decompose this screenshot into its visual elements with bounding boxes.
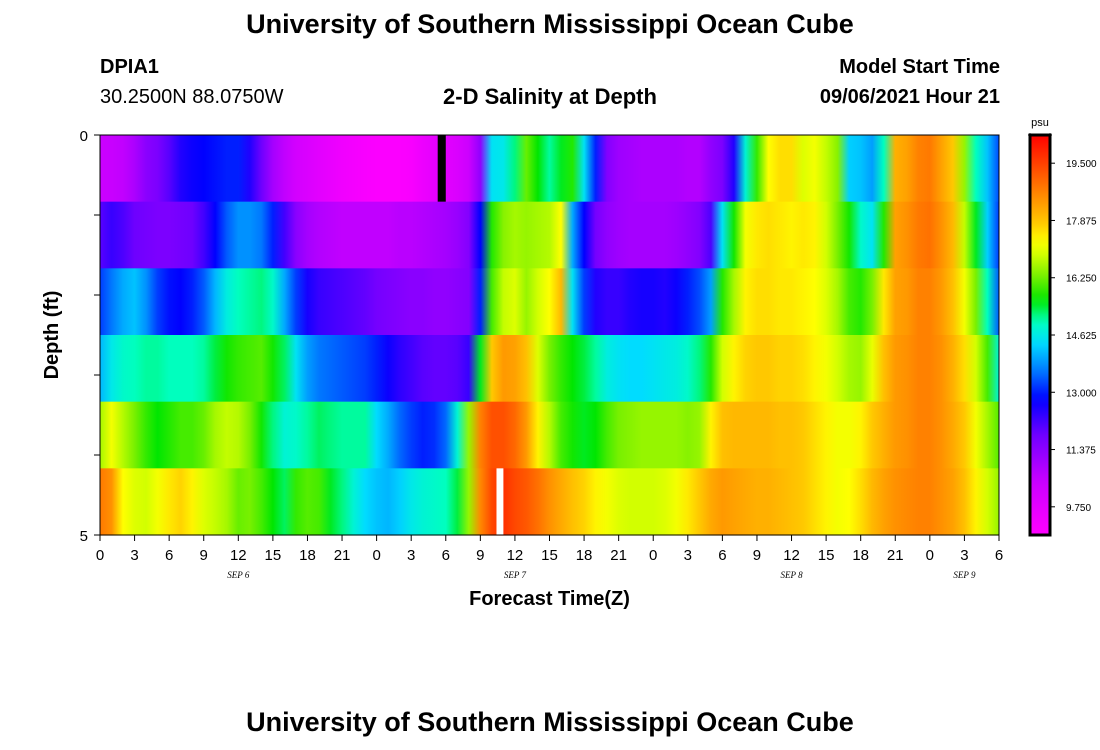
x-tick-label: 15 bbox=[818, 547, 835, 564]
x-tick-label: 12 bbox=[230, 547, 247, 564]
heatmap-row-1 bbox=[100, 201, 999, 269]
x-tick-label: 12 bbox=[783, 547, 800, 564]
page-title: University of Southern Mississippi Ocean… bbox=[246, 9, 854, 39]
colorbar bbox=[1028, 133, 1052, 537]
model-start-value: 09/06/2021 Hour 21 bbox=[819, 86, 1000, 108]
footer-title: University of Southern Mississippi Ocean… bbox=[246, 707, 854, 737]
x-tick-label: 9 bbox=[200, 547, 208, 564]
x-tick-label: 21 bbox=[610, 547, 627, 564]
heatmap-row-4 bbox=[100, 401, 999, 469]
x-axis-title: Forecast Time(Z) bbox=[469, 588, 630, 610]
y-tick-label: 5 bbox=[80, 528, 88, 545]
x-tick-label: 3 bbox=[407, 547, 415, 564]
chart-subtitle: 2-D Salinity at Depth bbox=[443, 84, 657, 109]
x-tick-label: 9 bbox=[753, 547, 761, 564]
colorbar-tick-label: 16.250 bbox=[1066, 274, 1097, 285]
x-tick-label: 21 bbox=[887, 547, 904, 564]
heatmap-row-2 bbox=[100, 268, 999, 336]
x-tick-label: 18 bbox=[852, 547, 869, 564]
x-tick-label: 6 bbox=[442, 547, 450, 564]
x-tick-label: 15 bbox=[265, 547, 282, 564]
y-tick-label: 0 bbox=[80, 128, 88, 145]
missing-data-marker-1 bbox=[496, 468, 504, 535]
date-label: SEP 7 bbox=[504, 570, 527, 580]
x-tick-label: 0 bbox=[649, 547, 657, 564]
x-tick-label: 3 bbox=[130, 547, 138, 564]
x-tick-label: 0 bbox=[372, 547, 380, 564]
colorbar-tick-label: 17.875 bbox=[1066, 216, 1097, 227]
y-axis-title: Depth (ft) bbox=[41, 291, 63, 380]
x-tick-label: 0 bbox=[926, 547, 934, 564]
x-tick-label: 15 bbox=[541, 547, 558, 564]
x-tick-label: 6 bbox=[165, 547, 173, 564]
x-tick-label: 18 bbox=[576, 547, 593, 564]
colorbar-unit-label: psu bbox=[1031, 117, 1049, 129]
x-tick-label: 6 bbox=[995, 547, 1003, 564]
heatmap-row-0 bbox=[100, 135, 999, 203]
x-tick-label: 0 bbox=[96, 547, 104, 564]
station-coordinates: 30.2500N 88.0750W bbox=[100, 86, 284, 108]
heatmap-row-5 bbox=[100, 468, 999, 536]
colorbar-corner-dot bbox=[1028, 133, 1032, 137]
x-tick-label: 3 bbox=[960, 547, 968, 564]
colorbar-tick-label: 14.625 bbox=[1066, 331, 1097, 342]
date-label: SEP 9 bbox=[953, 570, 976, 580]
heatmap-row-3 bbox=[100, 335, 999, 403]
x-tick-label: 12 bbox=[507, 547, 524, 564]
x-tick-label: 18 bbox=[299, 547, 316, 564]
x-tick-label: 21 bbox=[334, 547, 351, 564]
x-tick-label: 9 bbox=[476, 547, 484, 564]
missing-data-marker-0 bbox=[437, 135, 446, 202]
date-label: SEP 8 bbox=[780, 570, 803, 580]
colorbar-tick-label: 11.375 bbox=[1066, 446, 1096, 457]
colorbar-tick-label: 13.000 bbox=[1066, 388, 1097, 399]
date-label: SEP 6 bbox=[227, 570, 250, 580]
colorbar-tick-label: 9.750 bbox=[1066, 503, 1091, 514]
colorbar-tick-label: 19.500 bbox=[1066, 159, 1097, 170]
x-tick-label: 3 bbox=[684, 547, 692, 564]
model-start-label: Model Start Time bbox=[839, 56, 1000, 78]
colorbar-corner-dot bbox=[1048, 133, 1052, 137]
x-tick-label: 6 bbox=[718, 547, 726, 564]
station-id: DPIA1 bbox=[100, 56, 159, 78]
